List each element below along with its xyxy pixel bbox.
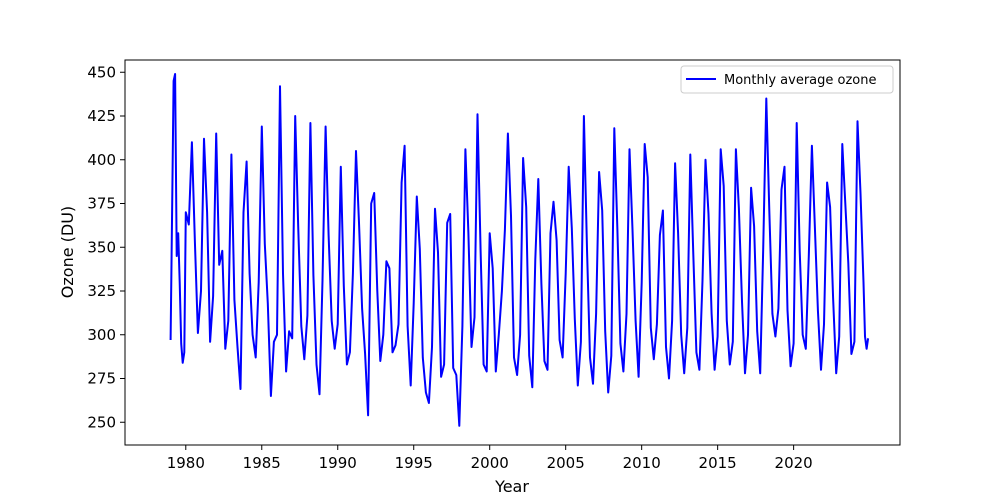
x-tick-label: 2005 <box>547 454 585 472</box>
y-tick-label: 425 <box>87 107 116 125</box>
y-axis-label: Ozone (DU) <box>58 206 77 298</box>
y-tick-label: 325 <box>87 282 116 300</box>
y-tick-label: 300 <box>87 326 116 344</box>
y-tick-label: 450 <box>87 63 116 81</box>
legend-entry-monthly-average-ozone: Monthly average ozone <box>724 73 877 88</box>
x-tick-label: 2015 <box>699 454 737 472</box>
y-tick-label: 350 <box>87 238 116 256</box>
x-axis-label: Year <box>494 477 529 496</box>
legend: Monthly average ozone <box>680 65 894 94</box>
x-tick-label: 1985 <box>243 454 281 472</box>
x-tick-label: 1995 <box>395 454 433 472</box>
x-tick-label: 2020 <box>775 454 813 472</box>
y-tick-label: 250 <box>87 413 116 431</box>
x-tick-label: 1990 <box>319 454 357 472</box>
x-tick-label: 2010 <box>623 454 661 472</box>
y-tick-label: 375 <box>87 195 116 213</box>
y-tick-label: 400 <box>87 151 116 169</box>
series-line-monthly-average-ozone <box>169 73 870 427</box>
x-tick-label: 2000 <box>471 454 509 472</box>
y-tick-label: 275 <box>87 370 116 388</box>
legend-box <box>680 65 894 94</box>
x-tick-label: 1980 <box>167 454 205 472</box>
y-axis-ticks: 250 275 300 325 350 375 400 425 450 <box>87 63 125 431</box>
x-axis-ticks: 1980 1985 1990 1995 2000 2005 2010 2015 2020 <box>167 445 813 472</box>
